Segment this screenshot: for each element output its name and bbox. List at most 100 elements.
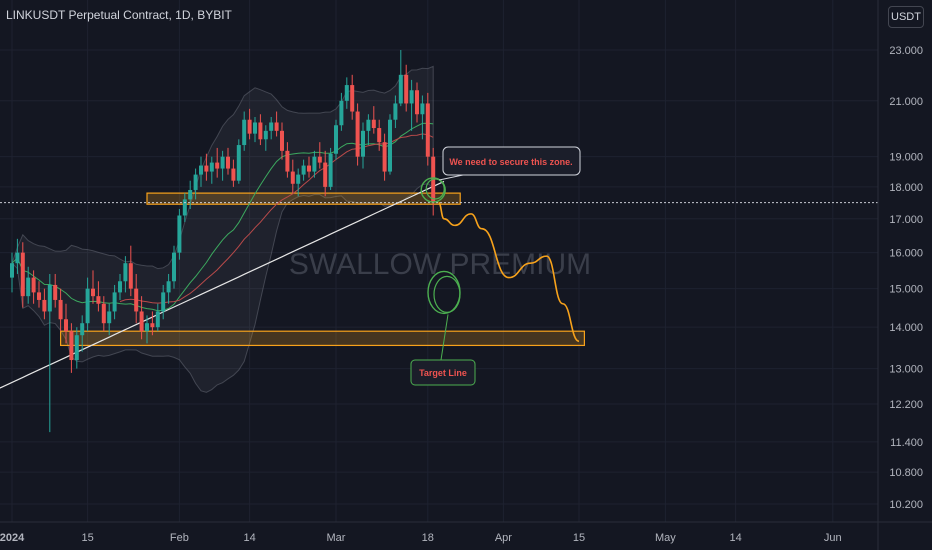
target-note-text: Target Line (419, 368, 467, 378)
time-tick-label: 18 (422, 532, 434, 544)
time-tick-label: Apr (495, 532, 512, 544)
ma-mid-line (119, 133, 434, 304)
candle-body (37, 292, 41, 300)
candle-body (53, 284, 58, 300)
candle-body (101, 303, 106, 324)
price-tick-label: 21.000 (889, 96, 923, 108)
candle-body (123, 263, 128, 282)
candle-body (247, 119, 252, 134)
candle-body (177, 215, 182, 253)
currency-button[interactable]: USDT (888, 6, 924, 28)
projection-path (437, 201, 580, 343)
candle-body (182, 199, 187, 216)
price-tick-label: 23.000 (889, 45, 923, 57)
candle-body (253, 122, 257, 134)
candle-body (409, 90, 414, 104)
candle-body (350, 85, 355, 112)
time-tick-label: 15 (81, 532, 93, 544)
candle-body (274, 122, 279, 131)
time-tick-label: Mar (327, 532, 346, 544)
symbol-title[interactable]: LINKUSDT Perpetual Contract, 1D, BYBIT (6, 8, 232, 22)
candle-body (161, 292, 166, 312)
candle-body (415, 90, 419, 115)
candle-body (404, 74, 409, 104)
target-note-pointer (440, 314, 449, 361)
candle-body (366, 119, 371, 131)
target-note-box (410, 359, 476, 386)
candle-body (393, 103, 398, 120)
candle-body (215, 162, 220, 169)
price-tick-label: 14.000 (889, 322, 923, 334)
price-tick-label: 15.000 (889, 284, 923, 296)
candle-body (31, 277, 36, 293)
price-tick-label: 17.000 (889, 214, 923, 226)
price-tick-label: 12.200 (889, 399, 923, 411)
price-tick-label: 10.200 (889, 499, 923, 511)
candle-body (10, 263, 14, 278)
bollinger-bands (11, 65, 434, 393)
candle-body (128, 263, 133, 289)
candle-body (145, 323, 149, 332)
candle-body (312, 156, 317, 172)
candle-body (371, 119, 376, 129)
time-tick-label: Feb (170, 532, 189, 544)
candle-body (47, 284, 52, 312)
candle-body (263, 130, 268, 140)
candle-body (42, 299, 47, 312)
candle-body (150, 323, 155, 328)
candle-body (398, 74, 403, 104)
candle-body (388, 119, 392, 172)
price-tick-label: 11.400 (890, 437, 923, 449)
resistance-zone (146, 192, 461, 205)
ma-slow-line (0, 180, 445, 389)
candle-body (58, 299, 63, 320)
candle-body (166, 281, 171, 293)
price-zones (59, 192, 585, 347)
candle-body (425, 103, 430, 157)
candle-body (344, 85, 349, 101)
candle-body (290, 171, 295, 184)
candle-body (64, 319, 68, 332)
highlight-circle-target-inner (433, 275, 461, 313)
candle-body (188, 189, 193, 200)
candle-body (204, 165, 209, 172)
candle-body (96, 296, 101, 304)
candle-body (317, 156, 322, 163)
time-tick-label: Jun (824, 532, 842, 544)
candle-body (355, 111, 360, 157)
time-tick-label: 2024 (0, 532, 25, 544)
candle-body (74, 335, 79, 361)
candle-body (323, 162, 328, 187)
price-tick-label: 18.000 (889, 182, 923, 194)
candle-body (269, 122, 274, 131)
price-tick-label: 16.000 (889, 248, 923, 260)
candle-body (236, 145, 241, 181)
candle-body (134, 288, 139, 312)
bollinger-band-area (11, 65, 434, 393)
candle-body (296, 174, 301, 184)
candle-body (172, 252, 176, 282)
candle-body (301, 165, 306, 175)
candle-body (91, 288, 95, 297)
candle-body (242, 119, 247, 146)
time-tick-label: May (655, 532, 676, 544)
candle-body (307, 165, 311, 172)
candlestick-series (10, 50, 436, 433)
price-tick-label: 19.000 (889, 152, 923, 164)
candle-body (377, 128, 382, 143)
highlight-circle-top-inner (425, 178, 445, 200)
candle-body (15, 252, 20, 264)
time-tick-label: 14 (243, 532, 255, 544)
candle-body (334, 125, 338, 154)
candle-body (85, 288, 90, 324)
candle-body (382, 142, 387, 172)
candle-body (155, 311, 160, 328)
candle-body (280, 130, 284, 151)
candle-body (209, 162, 214, 172)
price-tick-label: 13.000 (889, 364, 923, 376)
highlight-circle-top (420, 177, 446, 203)
watermark: SWALLOW PREMIUM (289, 248, 591, 281)
